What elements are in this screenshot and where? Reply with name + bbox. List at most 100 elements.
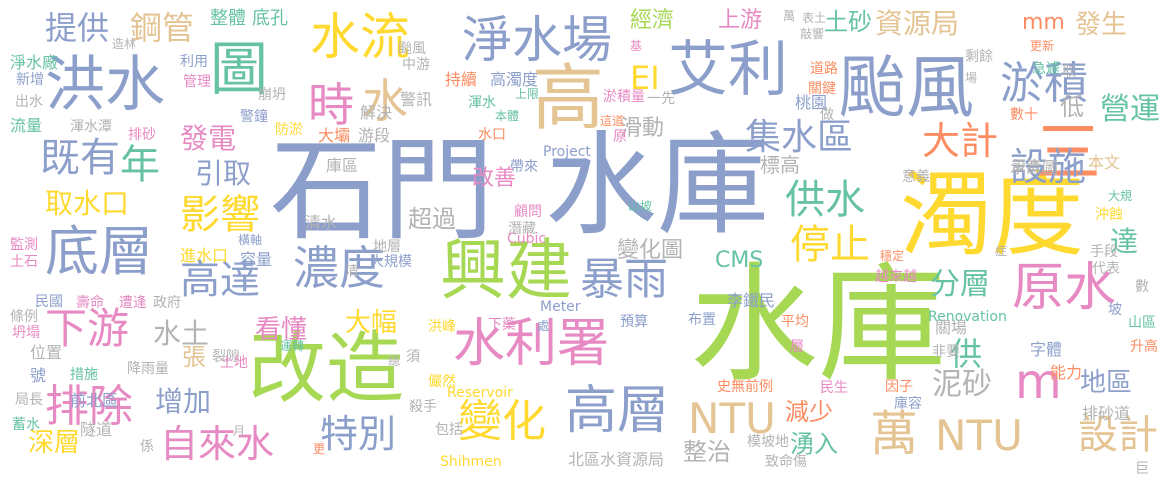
word: 大幅 bbox=[345, 308, 398, 338]
word: 帶來 bbox=[510, 159, 538, 175]
word: 數 bbox=[1135, 279, 1149, 295]
word: 颱風 bbox=[838, 49, 975, 128]
word: 下游 bbox=[45, 304, 130, 353]
word: 模坡地 bbox=[747, 434, 789, 450]
word: Project bbox=[543, 144, 591, 160]
word: 顧問 bbox=[514, 204, 542, 220]
word: 供水 bbox=[785, 177, 865, 223]
word: 變化 bbox=[458, 396, 546, 447]
word: 局長 bbox=[15, 392, 43, 408]
word: 土砂 bbox=[824, 8, 872, 36]
word: 水口 bbox=[478, 127, 506, 143]
word: 大計 bbox=[922, 119, 999, 163]
word: 洪峰 bbox=[428, 319, 456, 335]
word: 桃園 bbox=[795, 93, 828, 112]
word: 濃度 bbox=[293, 241, 385, 295]
word: 表土 bbox=[802, 11, 827, 25]
word: NTU bbox=[688, 394, 776, 443]
word: 位置 bbox=[30, 343, 63, 362]
word: Meter bbox=[540, 299, 581, 315]
word: Renovation bbox=[928, 309, 1007, 325]
word: 淤積量 bbox=[603, 89, 645, 105]
word: 濁度 bbox=[900, 162, 1085, 269]
word: 致命傷 bbox=[765, 454, 807, 470]
word: 遭逢 bbox=[119, 295, 147, 311]
word: m bbox=[1015, 354, 1062, 410]
word: NTU bbox=[935, 411, 1023, 460]
word: 穩定 bbox=[880, 249, 905, 263]
word: 越來越 bbox=[875, 269, 917, 285]
word: 月 bbox=[233, 424, 246, 438]
word: 土地 bbox=[220, 355, 248, 371]
word: 巨 bbox=[1135, 461, 1149, 477]
word: 上游 bbox=[718, 8, 763, 33]
word: 低 bbox=[1060, 93, 1084, 121]
word: 淨水場 bbox=[462, 11, 612, 69]
word: 特別 bbox=[320, 412, 397, 456]
word: 暴雨 bbox=[580, 254, 668, 305]
word: 變化圖 bbox=[617, 238, 684, 263]
word: 引取 bbox=[195, 157, 252, 190]
word: 下藥 bbox=[488, 317, 516, 333]
word: 水利署 bbox=[453, 314, 610, 374]
word: 達 bbox=[1110, 225, 1139, 258]
word: 經濟 bbox=[630, 8, 675, 33]
word: 蓄水 bbox=[12, 417, 40, 433]
word: 解決 bbox=[360, 103, 393, 122]
word: 集水區 bbox=[745, 117, 854, 158]
word: 崩坍 bbox=[258, 87, 286, 103]
word: 高 bbox=[532, 56, 605, 140]
word: 字體 bbox=[1030, 340, 1063, 359]
word: 防淤 bbox=[275, 122, 303, 138]
word: 營運 bbox=[1100, 92, 1160, 127]
word: 年 bbox=[120, 142, 160, 188]
word: 管理 bbox=[183, 74, 211, 90]
word: 深層 bbox=[28, 428, 81, 458]
word: 淨水廠 bbox=[10, 53, 59, 72]
word: 手段 bbox=[1090, 244, 1118, 260]
word: 因子 bbox=[885, 379, 913, 395]
word: 滑動 bbox=[620, 116, 665, 141]
word: 關場 bbox=[935, 318, 968, 337]
word: 症 bbox=[995, 244, 1008, 258]
word: 運轉 bbox=[280, 339, 305, 353]
word: 措施 bbox=[70, 367, 98, 383]
word: 取 bbox=[1062, 64, 1076, 80]
word: 整體 bbox=[210, 8, 246, 29]
word: 這道 bbox=[600, 114, 625, 128]
word: 提供 bbox=[45, 9, 110, 47]
word: 坡 bbox=[1108, 302, 1122, 318]
word: 渾水 bbox=[468, 95, 496, 111]
word: 發生 bbox=[1075, 10, 1128, 40]
word: 本文 bbox=[1088, 153, 1121, 172]
word: 出水 bbox=[15, 94, 43, 110]
word: 供 bbox=[950, 335, 983, 373]
word: 高濁度 bbox=[490, 70, 539, 89]
word: 上限 bbox=[515, 87, 540, 101]
word: 水 bbox=[362, 74, 408, 128]
word: 設法 bbox=[1012, 159, 1040, 175]
word: 地層 bbox=[373, 239, 401, 255]
word: Reservoir bbox=[447, 385, 513, 401]
word: 處 bbox=[537, 319, 550, 333]
word: 資源局 bbox=[875, 7, 960, 40]
word: 高達 bbox=[180, 257, 260, 303]
word: 儼然 bbox=[428, 374, 456, 390]
word: 更新 bbox=[1030, 39, 1055, 53]
word: 水流 bbox=[310, 8, 410, 66]
word: 殺手 bbox=[409, 399, 437, 415]
word: 超過 bbox=[408, 205, 456, 233]
word: 沖蝕 bbox=[1095, 207, 1123, 223]
word: 原水 bbox=[1012, 258, 1117, 318]
word: 容量 bbox=[240, 250, 273, 269]
word: 高層 bbox=[565, 381, 670, 441]
word: 水土 bbox=[153, 317, 210, 350]
word: 張 bbox=[182, 343, 206, 371]
word: 裂隙 bbox=[212, 349, 240, 365]
word: 敲響 bbox=[800, 27, 825, 41]
word: 流量 bbox=[10, 116, 43, 135]
word: 總 bbox=[388, 354, 401, 368]
word: 分層 bbox=[930, 267, 990, 302]
word: 標高 bbox=[760, 153, 800, 177]
word: 北區水資源局 bbox=[568, 450, 665, 469]
